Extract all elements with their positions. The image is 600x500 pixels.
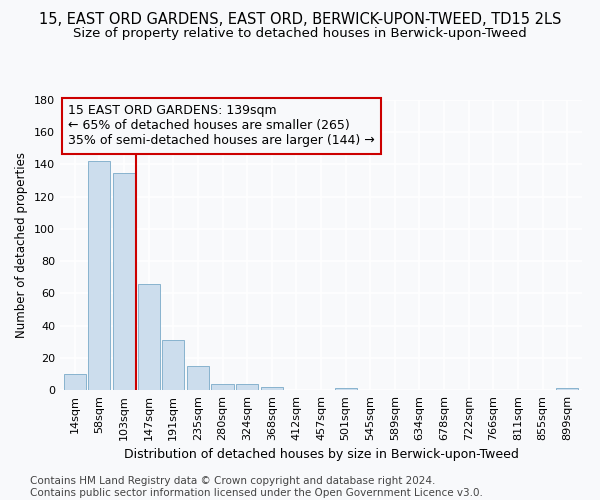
Bar xyxy=(113,172,135,390)
Bar xyxy=(64,374,86,390)
Bar xyxy=(187,366,209,390)
Bar xyxy=(260,387,283,390)
Bar xyxy=(88,161,110,390)
Bar xyxy=(335,388,357,390)
Text: 15 EAST ORD GARDENS: 139sqm
← 65% of detached houses are smaller (265)
35% of se: 15 EAST ORD GARDENS: 139sqm ← 65% of det… xyxy=(68,104,374,148)
X-axis label: Distribution of detached houses by size in Berwick-upon-Tweed: Distribution of detached houses by size … xyxy=(124,448,518,462)
Bar xyxy=(236,384,258,390)
Bar xyxy=(211,384,233,390)
Text: Contains HM Land Registry data © Crown copyright and database right 2024.
Contai: Contains HM Land Registry data © Crown c… xyxy=(30,476,483,498)
Bar xyxy=(137,284,160,390)
Bar xyxy=(556,388,578,390)
Bar xyxy=(162,340,184,390)
Text: Size of property relative to detached houses in Berwick-upon-Tweed: Size of property relative to detached ho… xyxy=(73,28,527,40)
Text: 15, EAST ORD GARDENS, EAST ORD, BERWICK-UPON-TWEED, TD15 2LS: 15, EAST ORD GARDENS, EAST ORD, BERWICK-… xyxy=(39,12,561,28)
Y-axis label: Number of detached properties: Number of detached properties xyxy=(16,152,28,338)
